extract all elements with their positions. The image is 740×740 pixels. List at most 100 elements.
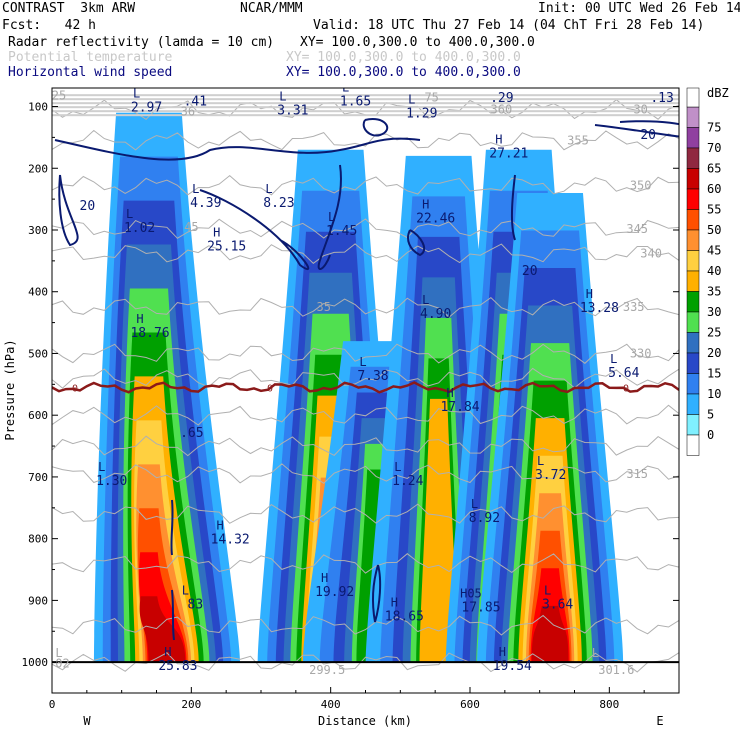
extremum-marker: L xyxy=(359,355,366,369)
theta-label: 330 xyxy=(630,346,652,360)
extremum-marker: H05 xyxy=(460,586,482,600)
colorbar-swatch xyxy=(686,311,700,333)
colorbar-level: 45 xyxy=(707,244,721,258)
extremum-value: 19.92 xyxy=(315,585,354,600)
colorbar-swatch xyxy=(686,209,700,231)
theta-label: 30 xyxy=(633,103,647,117)
valid-time: Valid: 18 UTC Thu 27 Feb 14 (04 ChT Fri … xyxy=(313,18,705,33)
wind-contour-layer xyxy=(54,118,679,641)
colorbar-level: 70 xyxy=(707,141,721,155)
theta-label: 340 xyxy=(640,246,662,260)
colorbar-level: 30 xyxy=(707,305,721,319)
wind-contour xyxy=(510,174,516,241)
y-tick-label: 600 xyxy=(28,409,48,422)
extremum-value: 25.83 xyxy=(158,659,197,674)
extremum-marker: L xyxy=(537,454,544,468)
theta-contour xyxy=(52,404,679,426)
theta-label: 360 xyxy=(491,103,513,117)
theta-contour xyxy=(52,463,679,484)
x-tick-label: 0 xyxy=(49,698,56,711)
field-theta-title: Potential temperature xyxy=(8,50,173,65)
colorbar-level: 35 xyxy=(707,285,721,299)
colorbar-top-cap xyxy=(686,87,700,108)
extremum-value: 5.64 xyxy=(608,366,639,381)
theta-label: 315 xyxy=(626,467,648,481)
extremum-marker: L xyxy=(488,77,495,91)
colorbar-swatch xyxy=(686,127,700,149)
extremum-value: 13.28 xyxy=(580,301,619,316)
extremum-marker: L xyxy=(98,460,105,474)
extremum-value: 18.76 xyxy=(130,326,169,341)
theta-stack xyxy=(52,114,679,117)
extremum-value: 8.92 xyxy=(469,511,500,526)
colorbar-level: 75 xyxy=(707,121,721,135)
extremum-value: 1.45 xyxy=(326,224,357,239)
wind-contour xyxy=(594,120,679,138)
extremum-marker: L xyxy=(182,583,189,597)
colorbar-swatch xyxy=(686,414,700,436)
wind-contour xyxy=(407,229,426,257)
theta-label: 299.5 xyxy=(309,663,345,677)
theta-contour xyxy=(52,174,679,196)
east-label: E xyxy=(656,714,663,728)
extremum-value: 20 xyxy=(640,128,656,143)
extremum-value: 22.46 xyxy=(416,212,455,227)
extremum-value: .65 xyxy=(180,426,203,441)
annotation-layer: 360 355 350 345 340 335 330 315 45 35 25 75 36 30 299.… xyxy=(52,77,674,677)
colorbar-swatch xyxy=(686,147,700,169)
colorbar-level: 50 xyxy=(707,223,721,237)
theta-contour xyxy=(52,218,679,239)
extremum-marker: L xyxy=(648,77,655,91)
extremum-marker: L xyxy=(126,207,133,221)
colorbar-swatch xyxy=(686,250,700,272)
colorbar-level: 10 xyxy=(707,387,721,401)
theta-contour xyxy=(52,129,679,151)
init-time: Init: 00 UTC Wed 26 Feb 14 xyxy=(538,1,740,16)
wind-contour xyxy=(54,137,421,161)
colorbar-level: 20 xyxy=(707,346,721,360)
theta-label: L xyxy=(55,646,62,660)
extremum-value: 1.65 xyxy=(340,94,371,109)
colorbar-swatch xyxy=(686,291,700,313)
echo-band-715-60 xyxy=(531,605,569,663)
colorbar-level: 25 xyxy=(707,326,721,340)
extremum-value: 20 xyxy=(80,199,96,214)
theta-label: 345 xyxy=(626,222,648,236)
extremum-value: 3.31 xyxy=(277,104,308,119)
x-tick-label: 600 xyxy=(460,698,480,711)
organization-label: NCAR/MMM xyxy=(240,1,303,16)
wind-contour xyxy=(317,164,342,270)
theta-label: 335 xyxy=(623,300,645,314)
extremum-marker: L xyxy=(328,210,335,224)
y-tick-label: 100 xyxy=(28,101,48,114)
extremum-marker: H xyxy=(586,287,593,301)
theta-stack xyxy=(52,106,679,109)
theta-label: 355 xyxy=(567,133,589,147)
y-axis-label: Pressure (hPa) xyxy=(3,339,17,440)
freezing-level-label: 0 xyxy=(623,383,629,394)
theta-stack xyxy=(52,102,679,105)
theta-contour xyxy=(52,296,679,318)
extremum-value: 20 xyxy=(522,264,538,279)
field-wind-xy: XY= 100.0,300.0 to 400.0,300.0 xyxy=(286,65,521,80)
wind-contour xyxy=(362,118,389,137)
y-tick-label: 700 xyxy=(28,471,48,484)
colorbar-level: 15 xyxy=(707,367,721,381)
y-tick-label: 900 xyxy=(28,594,48,607)
freezing-level-line xyxy=(52,381,679,394)
theta-label: 75 xyxy=(424,90,438,104)
extremum-value: 4.39 xyxy=(190,196,221,211)
theta-contour xyxy=(52,614,679,636)
field-theta-xy: XY= 100.0,300.0 to 400.0,300.0 xyxy=(286,50,521,65)
colorbar-unit: dBZ xyxy=(707,86,729,100)
wind-contour xyxy=(372,564,382,623)
colorbar-swatch xyxy=(686,434,700,456)
colorbar-level: 0 xyxy=(707,428,714,442)
extremum-marker: L xyxy=(133,86,140,100)
extremum-value: 1.29 xyxy=(406,107,437,122)
theta-contour xyxy=(52,553,679,574)
wind-contour xyxy=(171,589,175,641)
